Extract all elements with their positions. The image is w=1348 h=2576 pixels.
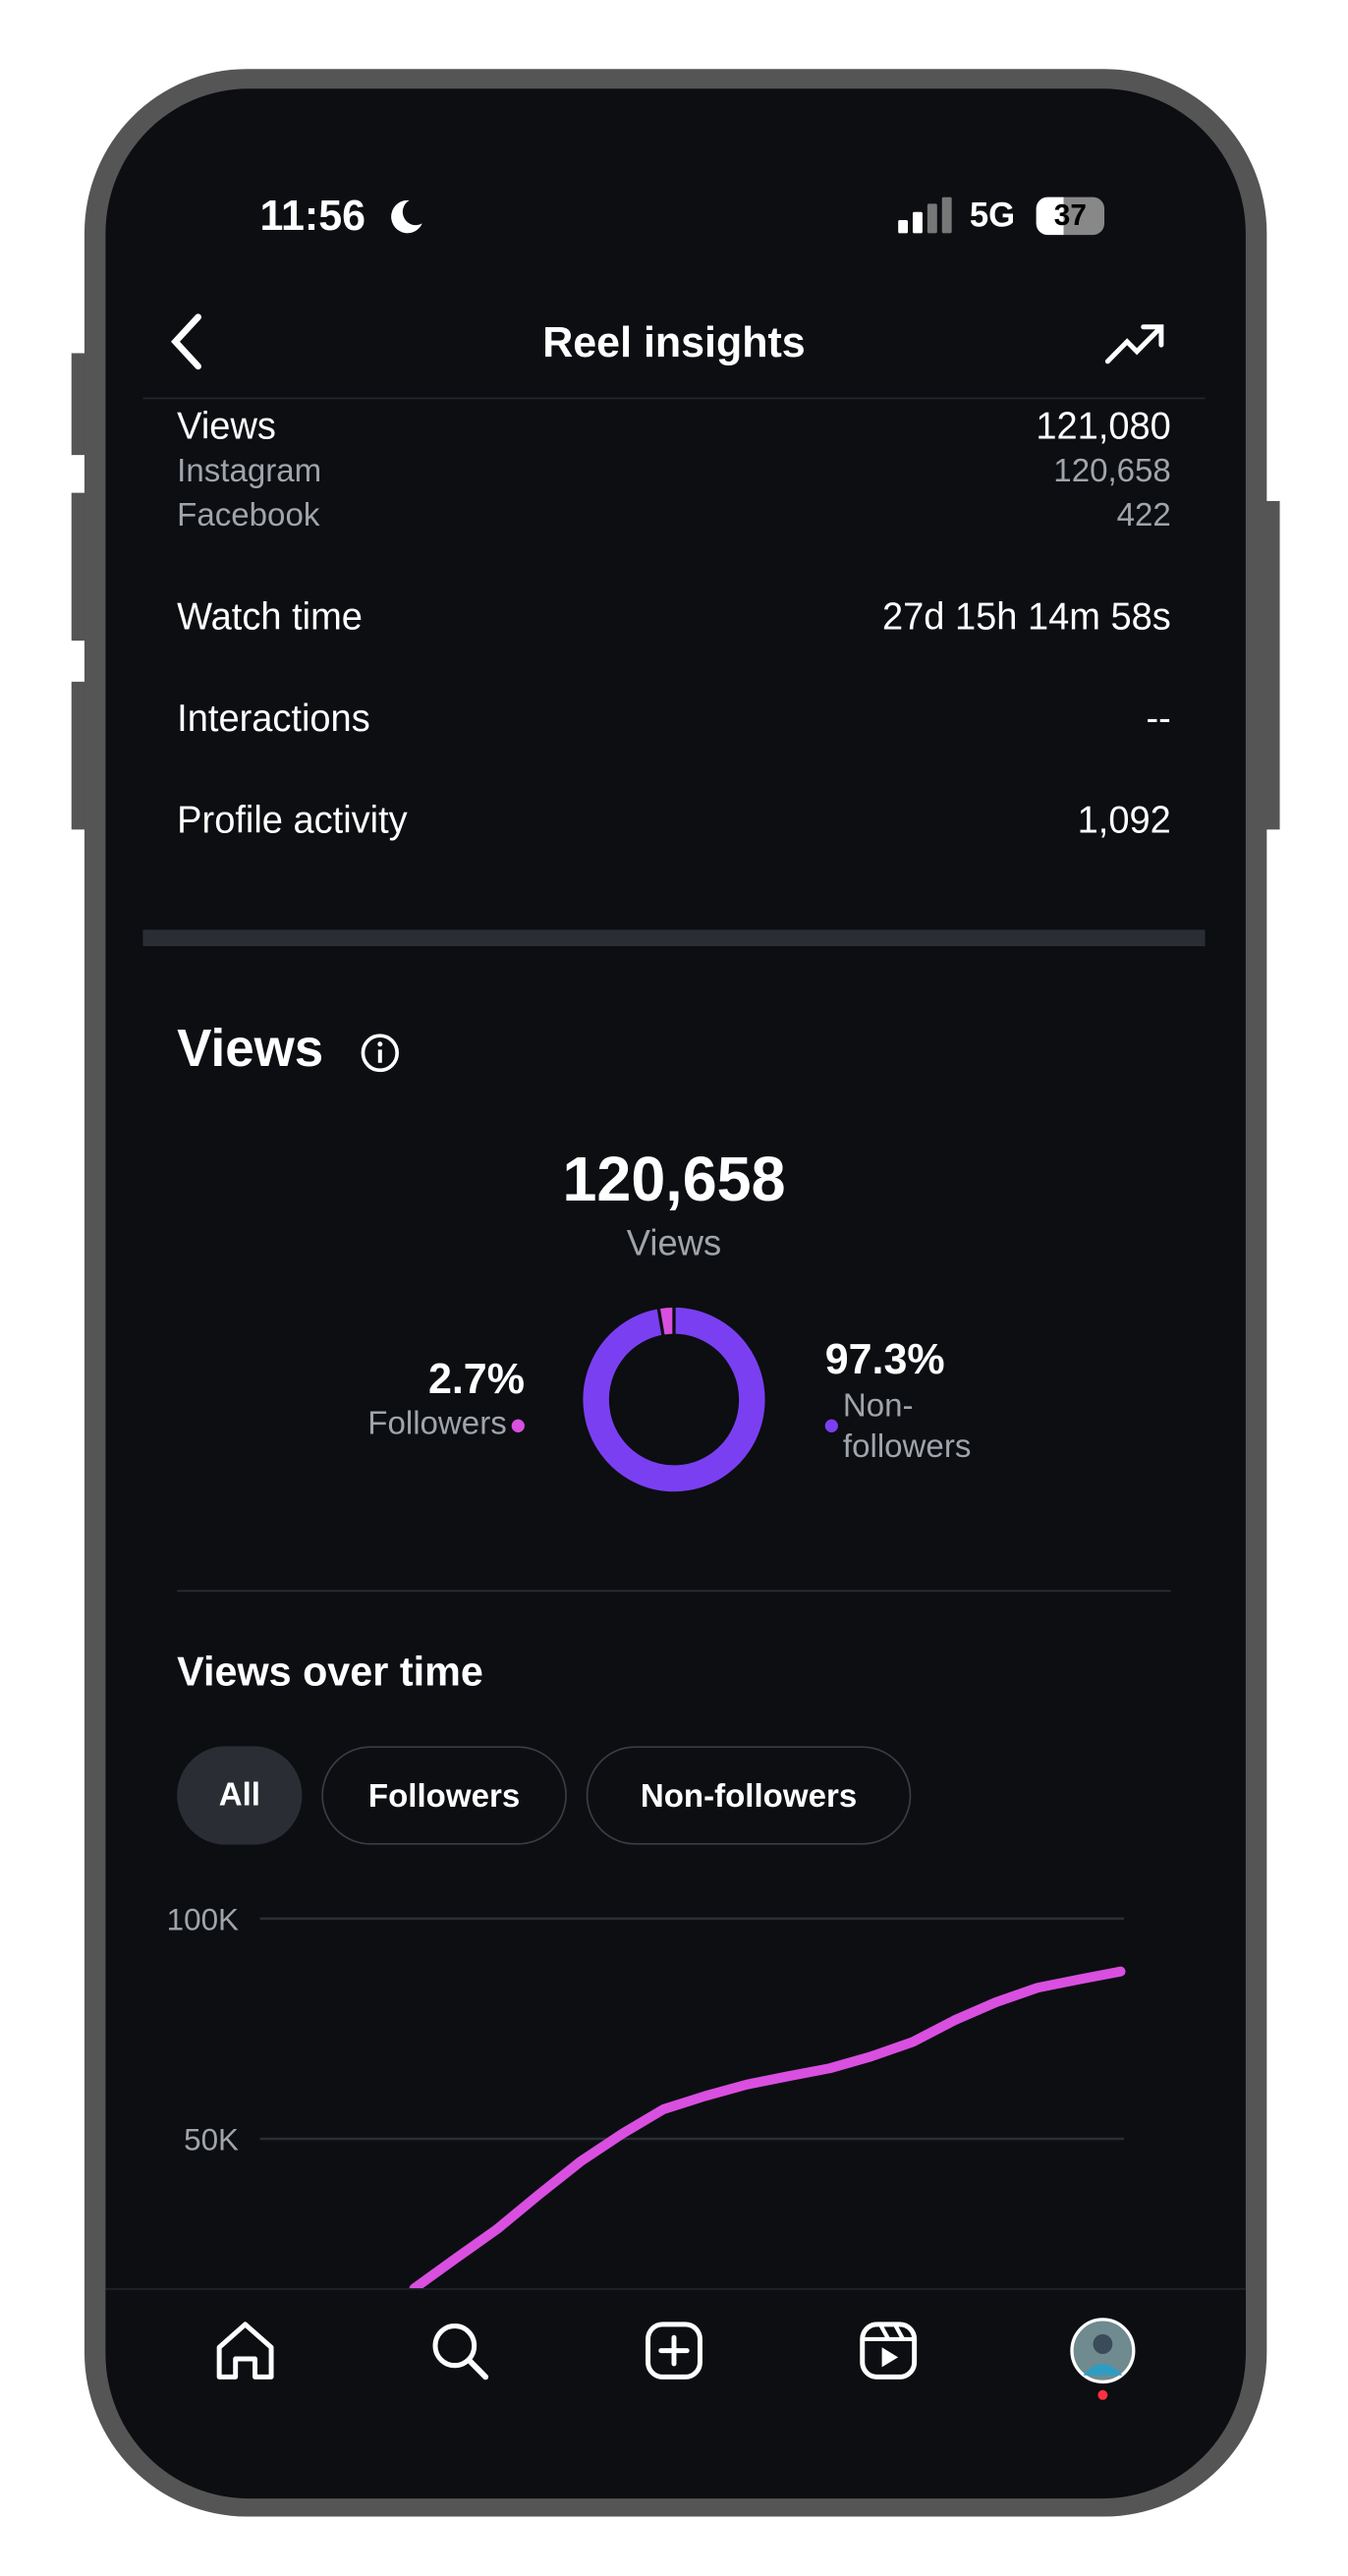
- home-icon[interactable]: [214, 2320, 276, 2382]
- y-tick-label: 100K: [167, 1901, 239, 1936]
- moon-icon: [391, 199, 422, 234]
- battery: 37: [1036, 196, 1105, 236]
- metric-value: 120,658: [1053, 453, 1171, 490]
- filter-tab[interactable]: Non-followers: [586, 1746, 912, 1845]
- clock: 11:56: [259, 190, 366, 241]
- section-title: Views: [177, 1018, 324, 1078]
- donut-segment: [583, 1307, 765, 1492]
- network: 5G: [969, 196, 1016, 236]
- signal-icon: [898, 196, 952, 234]
- legend-dot: [824, 1419, 838, 1432]
- reels-icon[interactable]: [858, 2320, 920, 2382]
- trend-icon[interactable]: [1104, 318, 1166, 367]
- back-button[interactable]: [162, 312, 211, 371]
- metric-label: Watch time: [177, 594, 363, 638]
- line-chart: 50K 100K: [167, 1901, 1126, 2289]
- segment-gap: [656, 1305, 666, 1339]
- line-series: [409, 1966, 1126, 2289]
- info-icon[interactable]: [359, 1032, 401, 1074]
- non-followers-share: 97.3%: [824, 1333, 945, 1383]
- create-icon[interactable]: [644, 2320, 705, 2382]
- metric-label: Views: [177, 404, 276, 447]
- legend-dot: [511, 1419, 525, 1432]
- divider: [142, 397, 1206, 400]
- metric-value: 27d 15h 14m 58s: [881, 594, 1171, 638]
- metric-value: 1,092: [1077, 798, 1171, 842]
- chart-title: Views over time: [177, 1649, 483, 1696]
- side-button: [71, 681, 88, 830]
- side-button: [71, 353, 88, 456]
- metric-label: Interactions: [177, 696, 370, 740]
- metric-value: 422: [1116, 497, 1171, 534]
- filter-tab[interactable]: All: [177, 1746, 303, 1845]
- filter-tab[interactable]: Followers: [321, 1746, 567, 1845]
- followers-share: 2.7%: [427, 1353, 525, 1403]
- non-followers-legend: Non-followers: [842, 1387, 972, 1466]
- metric-value: 121,080: [1036, 404, 1171, 447]
- donut-chart: [583, 1304, 765, 1492]
- phone-screen: [105, 88, 1246, 2497]
- metric-label: Instagram: [177, 453, 322, 490]
- search-icon[interactable]: [428, 2320, 490, 2382]
- y-tick-label: 50K: [184, 2121, 239, 2156]
- followers-legend: Followers: [367, 1406, 507, 1443]
- total-views-label: Views: [626, 1221, 722, 1263]
- side-button: [1264, 500, 1280, 830]
- total-views: 120,658: [562, 1147, 786, 1216]
- section-divider: [142, 929, 1206, 947]
- side-button: [71, 492, 88, 642]
- divider: [177, 1590, 1171, 1593]
- metric-label: Facebook: [177, 497, 320, 534]
- profile-avatar[interactable]: [1069, 2317, 1141, 2405]
- metric-label: Profile activity: [177, 798, 408, 842]
- page-title: Reel insights: [542, 316, 806, 366]
- metric-value: --: [1146, 696, 1171, 740]
